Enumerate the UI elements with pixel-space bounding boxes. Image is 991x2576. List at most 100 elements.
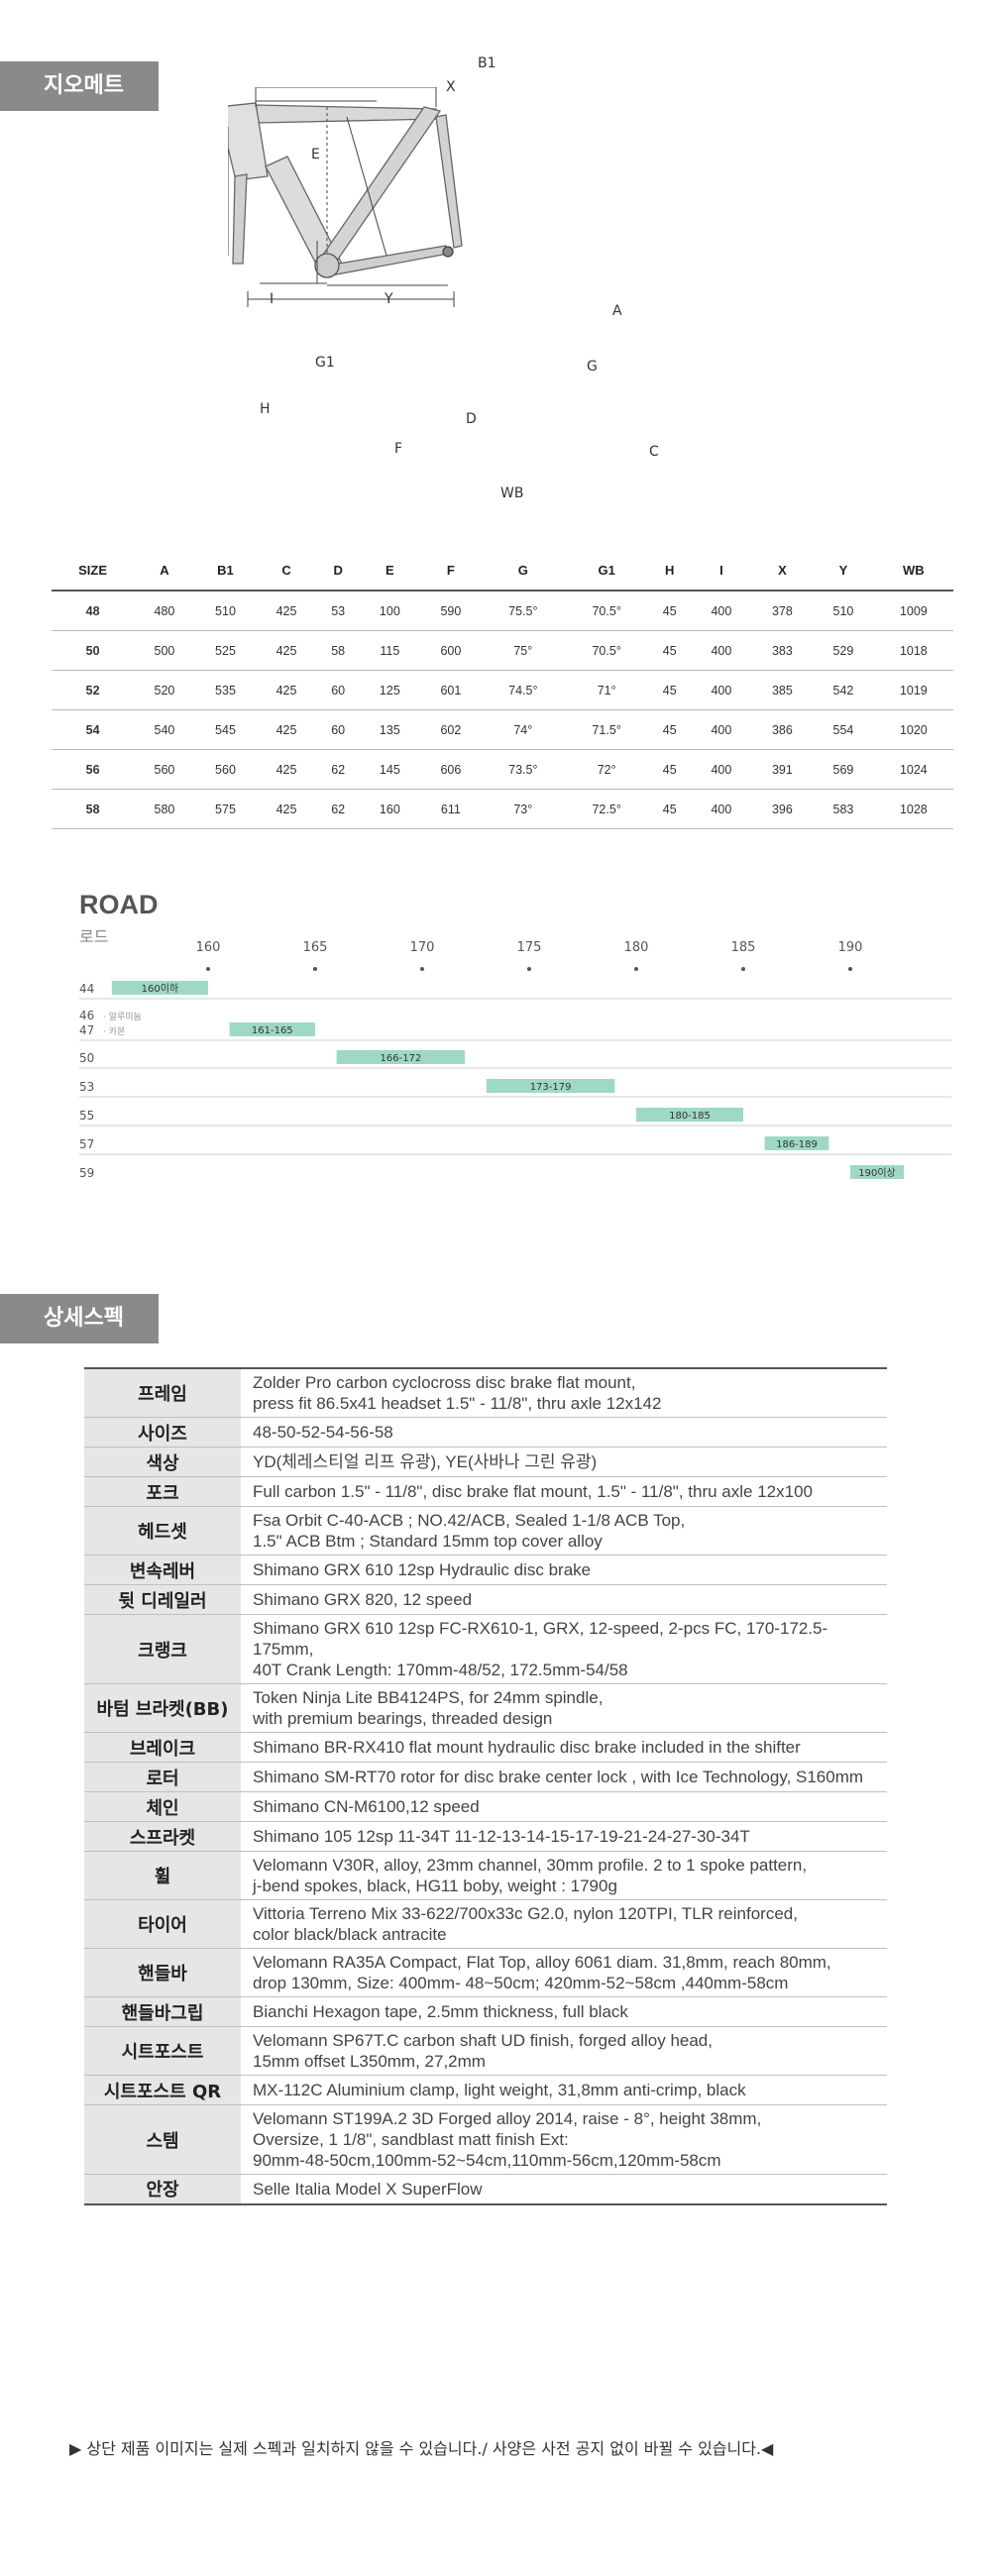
spec-label: 핸들바 (84, 1948, 241, 1997)
range-label: 160이하 (142, 982, 179, 995)
geometry-cell: 400 (691, 789, 752, 829)
spec-value: Token Ninja Lite BB4124PS, for 24mm spin… (253, 1688, 604, 1728)
range-bar (111, 981, 208, 995)
geometry-cell: 1019 (873, 670, 953, 710)
size-label: 50 (79, 1051, 94, 1065)
x-tick-dot (848, 967, 852, 971)
geometry-header-cell: X (751, 550, 814, 591)
spec-value: Velomann V30R, alloy, 23mm channel, 30mm… (253, 1856, 808, 1895)
spec-value: Shimano GRX 820, 12 speed (253, 1590, 473, 1609)
geometry-cell: 542 (813, 670, 874, 710)
spec-row: 핸들바그립 Bianchi Hexagon tape, 2.5mm thickne… (84, 1996, 887, 2027)
spec-row: 휠 Velomann V30R, alloy, 23mm channel, 30m… (84, 1851, 887, 1900)
geometry-header-cell: H (648, 550, 692, 591)
geometry-cell: 601 (420, 670, 482, 710)
range-label: 190이상 (858, 1167, 896, 1179)
geometry-header-row: SIZE A B1 C D E F G G1 H I X Y WB (52, 550, 953, 591)
x-tick-dot (420, 967, 424, 971)
spec-label: 시트포스트 (84, 2026, 241, 2076)
geometry-cell: 554 (813, 709, 874, 750)
spec-row: 시트포스트 Velomann SP67T.C carbon shaft UD fi… (84, 2026, 887, 2076)
geometry-cell: 45 (648, 670, 692, 710)
geometry-size-cell: 58 (52, 789, 135, 829)
geometry-cell: 611 (420, 789, 482, 829)
geometry-cell: 529 (813, 630, 874, 671)
geometry-section-tag: 지오메트리 (0, 61, 159, 148)
disclaimer-text: ▶ 상단 제품 이미지는 실제 스펙과 일치하지 않을 수 있습니다./ 사양은… (69, 2439, 774, 2458)
x-tick-label: 190 (838, 940, 863, 955)
spec-label: 프레임 (84, 1368, 241, 1418)
geometry-cell: 425 (256, 789, 317, 829)
geometry-cell: 72.5° (564, 789, 649, 829)
geometry-cell: 545 (194, 709, 257, 750)
geometry-size-cell: 56 (52, 749, 135, 790)
geometry-table: SIZE A B1 C D E F G G1 H I X Y WB 48 480 5… (52, 550, 953, 829)
geometry-cell: 70.5° (564, 590, 649, 631)
range-label: 180-185 (669, 1111, 711, 1122)
geometry-cell: 600 (420, 630, 482, 671)
spec-label: 시트포스트 QR (84, 2075, 241, 2105)
geometry-cell: 540 (134, 709, 195, 750)
geometry-cell: 45 (648, 590, 692, 631)
geometry-cell: 602 (420, 709, 482, 750)
range-bar (486, 1079, 615, 1093)
geometry-cell: 535 (194, 670, 257, 710)
spec-value: Shimano SM-RT70 rotor for disc brake cen… (253, 1768, 864, 1786)
range-bar (764, 1136, 829, 1150)
geometry-cell: 385 (751, 670, 814, 710)
spec-row: 프레임 Zolder Pro carbon cyclocross disc bra… (84, 1368, 887, 1418)
geometry-cell: 383 (751, 630, 814, 671)
spec-value: Shimano GRX 610 12sp Hydraulic disc brak… (253, 1560, 592, 1579)
geometry-cell: 160 (359, 789, 421, 829)
x-tick-label: 170 (410, 940, 435, 955)
geometry-cell: 75° (481, 630, 565, 671)
geometry-cell: 560 (194, 749, 257, 790)
spec-label: 사이즈 (84, 1417, 241, 1448)
range-bar (636, 1108, 743, 1122)
spec-row: 바텀 브라켓(BB) Token Ninja Lite BB4124PS, for… (84, 1683, 887, 1733)
geometry-cell: 73° (481, 789, 565, 829)
geometry-row: 58 580 575 425 62 160 611 73° 72.5° 45 400 396 583 10… (52, 789, 953, 829)
geometry-cell: 510 (813, 590, 874, 631)
geometry-cell: 580 (134, 789, 195, 829)
spec-value: Velomann SP67T.C carbon shaft UD finish,… (253, 2031, 713, 2071)
range-bar (229, 1022, 315, 1036)
x-tick-dot (206, 967, 210, 971)
geometry-cell: 606 (420, 749, 482, 790)
road-chart-subtitle: 로드 (79, 927, 109, 946)
geometry-row: 56 560 560 425 62 145 606 73.5° 72° 45 400 391 569 10… (52, 749, 953, 790)
spec-row: 색상 YD(체레스티얼 리프 유광), YE(사바나 그린 유광) (84, 1447, 887, 1477)
range-label: 166-172 (381, 1053, 422, 1064)
geometry-header-cell: G (481, 550, 565, 591)
spec-label: 체인 (84, 1791, 241, 1822)
geometry-header-cell: C (256, 550, 317, 591)
x-tick-label: 180 (624, 940, 649, 955)
spec-label: 바텀 브라켓(BB) (84, 1683, 241, 1733)
spec-row: 로터 Shimano SM-RT70 rotor for disc brake c… (84, 1762, 887, 1792)
spec-label: 브레이크 (84, 1732, 241, 1763)
geometry-cell: 396 (751, 789, 814, 829)
x-tick-label: 165 (303, 940, 328, 955)
spec-label: 안장 (84, 2174, 241, 2204)
spec-value: Zolder Pro carbon cyclocross disc brake … (253, 1373, 662, 1413)
spec-row: 헤드셋 Fsa Orbit C-40-ACB ; NO.42/ACB, Seale… (84, 1506, 887, 1556)
geometry-cell: 520 (134, 670, 195, 710)
spec-row: 크랭크 Shimano GRX 610 12sp FC-RX610-1, GRX,… (84, 1614, 887, 1684)
spec-row: 뒷 디레일러 Shimano GRX 820, 12 speed (84, 1584, 887, 1615)
spec-row: 핸들바 Velomann RA35A Compact, Flat Top, all… (84, 1948, 887, 1997)
spec-row: 사이즈 48-50-52-54-56-58 (84, 1417, 887, 1448)
geometry-cell: 73.5° (481, 749, 565, 790)
spec-label: 휠 (84, 1851, 241, 1900)
geometry-cell: 60 (316, 670, 360, 710)
spec-value: Bianchi Hexagon tape, 2.5mm thickness, f… (253, 2002, 628, 2021)
spec-label: 포크 (84, 1476, 241, 1507)
geometry-cell: 510 (194, 590, 257, 631)
spec-label: 크랭크 (84, 1614, 241, 1684)
geometry-row: 54 540 545 425 60 135 602 74° 71.5° 45 400 386 554 10… (52, 709, 953, 750)
size-label: 47 (79, 1023, 94, 1037)
spec-row: 시트포스트 QR MX-112C Aluminium clamp, light w… (84, 2075, 887, 2105)
geometry-size-cell: 54 (52, 709, 135, 750)
spec-row: 변속레버 Shimano GRX 610 12sp Hydraulic disc … (84, 1555, 887, 1585)
range-bar (336, 1050, 466, 1064)
geometry-cell: 575 (194, 789, 257, 829)
